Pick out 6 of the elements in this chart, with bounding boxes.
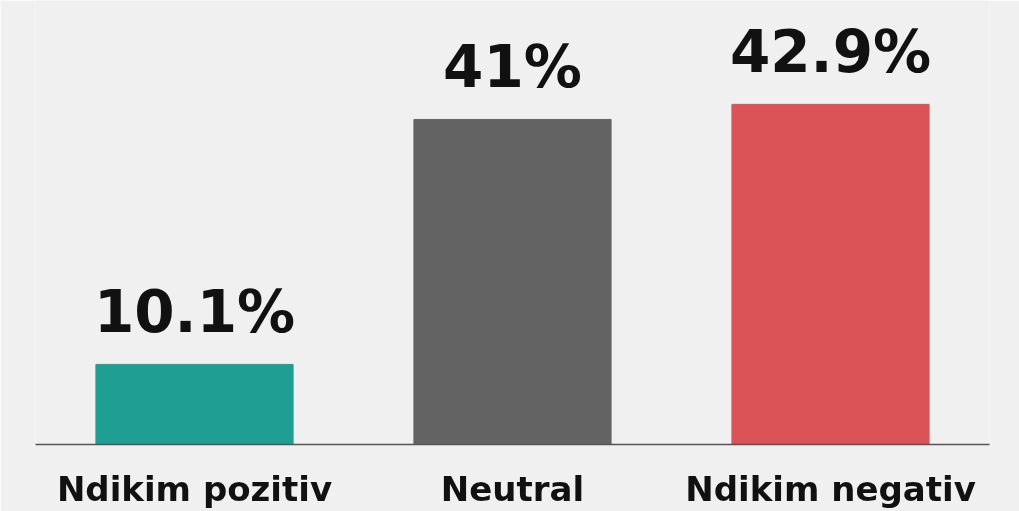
data-label: 42.9%	[729, 18, 932, 87]
data-label: 10.1%	[93, 278, 296, 347]
x-tick-label: Ndikim pozitiv	[56, 468, 333, 509]
x-tick-label: Neutral	[440, 468, 585, 509]
x-tick-label: Ndikim negativ	[685, 468, 976, 509]
data-label: 41%	[443, 33, 582, 102]
